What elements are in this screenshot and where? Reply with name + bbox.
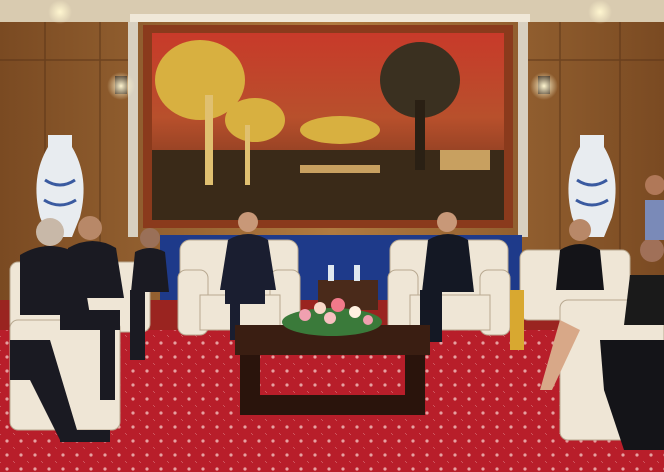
ceiling-light	[588, 0, 612, 24]
wall-lamp-glow	[530, 72, 558, 100]
person	[510, 175, 664, 450]
side-table	[318, 280, 378, 310]
wall-lamp-glow	[107, 72, 135, 100]
painting-village	[300, 150, 490, 173]
person	[220, 212, 276, 340]
flower-arrangement	[282, 298, 382, 336]
table-base	[255, 395, 410, 415]
vase	[568, 135, 616, 237]
pillar	[518, 22, 528, 237]
person	[10, 216, 169, 442]
ceiling-strip	[130, 14, 530, 22]
pillar	[128, 22, 138, 237]
vase	[36, 135, 84, 237]
bottle	[354, 265, 360, 281]
painting-trees	[155, 40, 460, 185]
ceiling-light	[48, 0, 72, 24]
bottle	[328, 265, 334, 281]
